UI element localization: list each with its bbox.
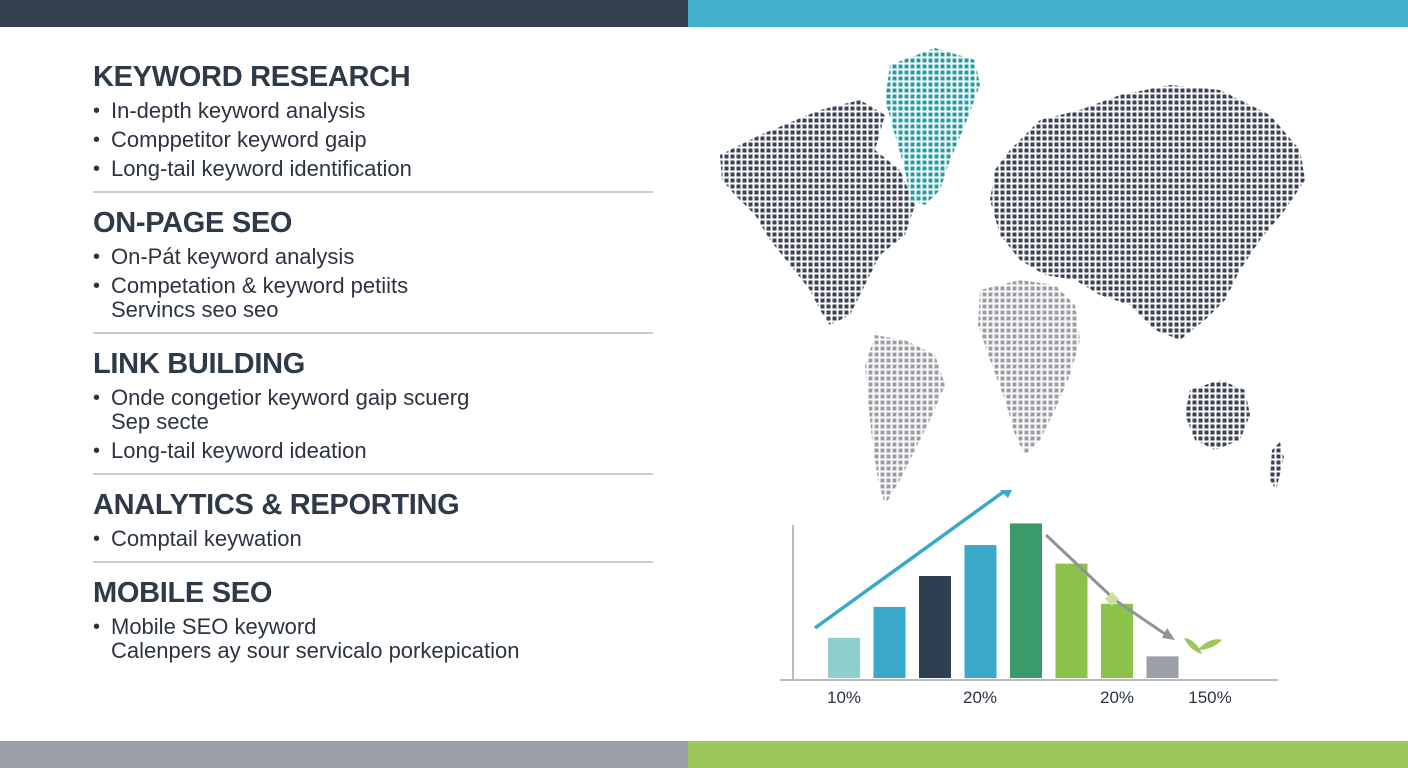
bar <box>1146 656 1179 678</box>
new-zealand-shape <box>1270 442 1284 490</box>
section-on-page-seo: ON-PAGE SEO • On-Pát keyword analysis • C… <box>93 206 653 322</box>
bullet-icon: • <box>93 275 101 297</box>
tick-label: 10% <box>827 688 861 707</box>
list-item: • Long-tail keyword identification <box>93 156 412 181</box>
bar <box>828 637 860 678</box>
services-list: KEYWORD RESEARCH • In-depth keyword analy… <box>93 60 653 663</box>
tick-label: 150% <box>1188 688 1231 707</box>
top-right-accent-bar <box>688 0 1408 27</box>
bottom-right-accent-bar <box>688 741 1408 768</box>
section-title: ON-PAGE SEO <box>93 207 293 239</box>
bullet-icon: • <box>93 129 101 151</box>
section-title: MOBILE SEO <box>93 577 273 609</box>
bullet-list: • On-Pát keyword analysis • Competation &… <box>93 245 653 322</box>
tick-label: 20% <box>1100 688 1134 707</box>
world-map <box>720 48 1305 505</box>
list-item: • Comppetitor keyword gaip <box>93 127 367 152</box>
list-item: • Onde congetior keyword gaip scuerg Sep s… <box>93 385 470 434</box>
list-item: • Mobile SEO keyword Calenpers ay sour ser… <box>93 614 520 663</box>
bar <box>964 545 997 678</box>
section-title: LINK BUILDING <box>93 348 305 380</box>
section-link-building: LINK BUILDING • Onde congetior keyword ga… <box>93 347 653 463</box>
section-title: ANALYTICS & REPORTING <box>93 489 460 521</box>
divider <box>93 332 653 334</box>
divider <box>93 561 653 563</box>
bullet-icon: • <box>93 528 101 550</box>
bullet-list: • Comptail keywation <box>93 527 653 551</box>
list-item: • Long-tail keyword ideation <box>93 438 367 463</box>
bullet-icon: • <box>93 158 101 180</box>
africa-shape <box>978 280 1080 455</box>
bar <box>873 606 906 678</box>
growth-chart: 10% 20% 20% 150% <box>780 490 1278 707</box>
list-item: • In-depth keyword analysis <box>93 98 366 123</box>
divider <box>93 473 653 475</box>
bullet-list: • Mobile SEO keyword Calenpers ay sour ser… <box>93 615 653 663</box>
tick-labels-group: 10% 20% 20% 150% <box>827 688 1232 707</box>
section-mobile-seo: MOBILE SEO • Mobile SEO keyword Calenpers … <box>93 576 653 663</box>
north-america-shape <box>720 100 915 325</box>
list-item: • Comptail keywation <box>93 526 302 551</box>
bullet-icon: • <box>93 387 101 409</box>
section-keyword-research: KEYWORD RESEARCH • In-depth keyword analy… <box>93 60 653 181</box>
eurasia-shape <box>990 85 1305 340</box>
bullet-list: • Onde congetior keyword gaip scuerg Sep s… <box>93 386 653 463</box>
bullet-icon: • <box>93 440 101 462</box>
list-item: • On-Pát keyword analysis <box>93 244 355 269</box>
bar <box>1010 523 1042 678</box>
bullet-list: • In-depth keyword analysis • Comppetitor … <box>93 99 653 181</box>
sprout-icon <box>1184 638 1222 654</box>
bullet-icon: • <box>93 616 101 638</box>
australia-shape <box>1185 380 1250 450</box>
section-title: KEYWORD RESEARCH <box>93 61 411 93</box>
tick-label: 20% <box>963 688 997 707</box>
bar <box>919 576 951 678</box>
greenland-shape <box>885 48 980 205</box>
bullet-icon: • <box>93 100 101 122</box>
bars-group <box>828 523 1179 678</box>
bar <box>1055 563 1088 678</box>
trend-up-arrow <box>813 490 1012 630</box>
bullet-icon: • <box>93 246 101 268</box>
section-analytics-reporting: ANALYTICS & REPORTING • Comptail keywatio… <box>93 488 653 551</box>
bar <box>1101 603 1133 678</box>
trend-down-arrow <box>1044 533 1175 640</box>
top-left-accent-bar <box>0 0 688 27</box>
bottom-left-accent-bar <box>0 741 688 768</box>
south-america-shape <box>865 335 945 505</box>
list-item: • Competation & keyword petiits Servincs s… <box>93 273 409 322</box>
divider <box>93 191 653 193</box>
